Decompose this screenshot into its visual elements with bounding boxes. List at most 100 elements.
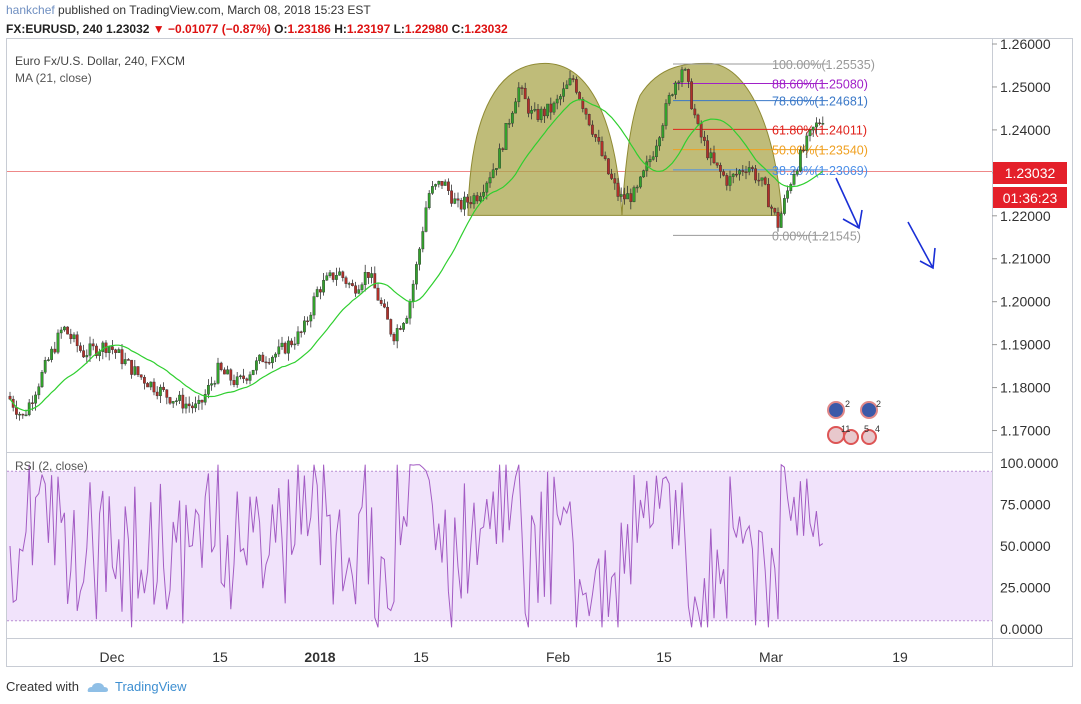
candle-body [437,180,441,185]
candle-body [392,334,396,342]
ma-legend: MA (21, close) [15,71,92,85]
candle-body [216,362,220,384]
candle-body [280,342,284,347]
candle-body [507,122,511,125]
candle-body [229,369,233,381]
candle-body [315,289,319,297]
fib-level-label: 100.00%(1.25535) [772,58,875,72]
us-flag-icon[interactable] [861,429,877,445]
us-flag-icon[interactable] [843,429,859,445]
candle-body [360,284,364,290]
double-top-pattern[interactable] [467,62,783,216]
candle-body [341,271,345,278]
candle-body [197,399,201,404]
candle-body [165,389,169,398]
fibonacci-retracement[interactable]: 100.00%(1.25535) 88.60%(1.25080) 78.60%(1.… [673,58,875,243]
candle-body [559,96,562,100]
candle-body [232,380,236,385]
candle-body [126,359,130,361]
candle-body [802,149,806,152]
candle-body [130,359,133,375]
candle-body [357,289,361,294]
candle-body [261,354,265,363]
candle-body [696,114,700,124]
economic-events[interactable]: 2 2 11 5 4 [827,399,881,445]
candle-body [376,287,380,301]
candle-body [34,394,38,404]
candle-body [799,149,802,172]
time-axis[interactable]: Dec 15 2018 15 Feb 15 Mar 19 [100,649,908,665]
candle-body [479,196,482,202]
arrow-line-1[interactable] [835,177,860,229]
eu-flag-icon[interactable] [827,401,845,419]
candle-body [114,349,118,353]
candle-body [616,182,620,197]
candle-body [680,69,684,83]
candle-body [549,103,553,113]
candle-body [456,198,460,201]
candle-body [226,369,229,375]
candle-body [354,285,357,294]
candle-body [85,355,89,358]
candle-body [555,98,559,104]
candle-body [271,356,274,364]
arrow-line-2[interactable] [907,221,934,269]
candle-body [8,395,12,400]
candle-body [677,81,681,84]
candle-body [658,137,662,147]
candle-body [754,168,758,181]
candle-body [254,360,258,371]
candle-body [411,283,415,302]
candle-body [133,366,137,375]
rsi-legend: RSI (2, close) [15,459,88,473]
candle-body [779,213,783,228]
candle-body [434,184,437,187]
candle-body [331,272,335,280]
candle-body [149,381,153,388]
price-badge-value: 1.23032 [1005,165,1056,181]
price-axis[interactable]: 1.260001.250001.240001.230001.220001.210… [992,36,1051,439]
fib-level-label: 78.60%(1.24681) [772,95,868,109]
tradingview-logo-icon[interactable] [87,682,109,694]
eu-flag-icon[interactable] [860,401,878,419]
publisher-name[interactable]: hankchef [6,3,55,17]
candle-body [738,170,742,175]
candle-body [751,167,754,169]
fib-level-label: 0.00%(1.21545) [772,229,861,243]
price-tick-label: 1.24000 [1000,122,1051,138]
candle-body [40,372,44,387]
us-event-count: 4 [875,424,880,434]
candle-body [709,152,713,159]
candle-body [725,175,729,186]
symbol-bar: FX:EURUSD, 240 1.23032 ▼ −0.01077 (−0.87… [6,22,508,36]
tradingview-link[interactable]: TradingView [114,679,187,694]
candle-body [277,346,281,355]
rsi-axis[interactable]: 100.0000 75.0000 50.0000 25.0000 0.0000 [1000,455,1059,637]
eu-event-count: 2 [876,399,881,409]
candle-body [619,194,623,197]
candle-body [706,140,710,159]
candle-body [635,186,639,189]
candle-body [117,349,121,353]
candle-body [629,193,633,202]
candle-body [181,394,185,409]
candle-body [146,383,149,388]
candle-body [427,193,431,209]
candle-body [21,413,25,416]
candle-body [421,231,425,250]
time-tick-label: 15 [212,649,228,665]
ma-line [9,98,824,412]
candle-body [363,272,367,285]
price-tick-label: 1.25000 [1000,79,1051,95]
forecast-arrows[interactable] [835,177,936,270]
high-label: H: [334,22,347,36]
candle-body [581,99,585,109]
open-label: O: [274,22,288,36]
candle-body [735,173,738,176]
candle-body [88,343,92,356]
candle-body [648,159,652,163]
candle-body [440,180,444,186]
rsi-band [7,471,992,621]
candle-body [248,374,252,381]
